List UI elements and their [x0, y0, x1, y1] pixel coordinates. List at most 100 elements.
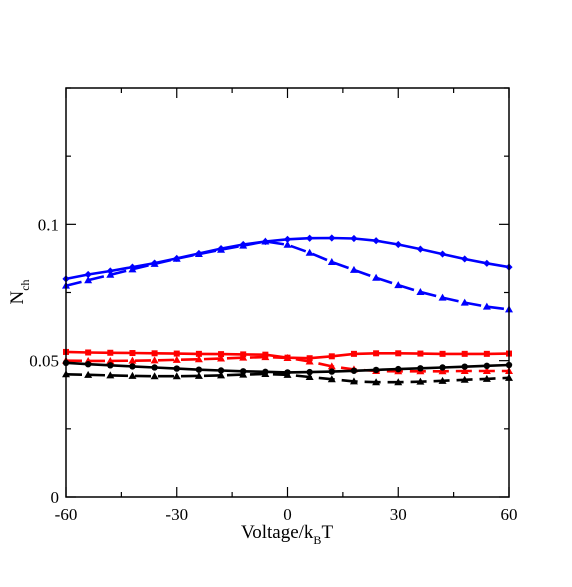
data-point [438, 250, 447, 258]
x-axis-title: Voltage/kBT [241, 522, 334, 547]
data-point [150, 356, 159, 364]
y-axis-title: Nch [7, 279, 32, 304]
data-point [150, 372, 159, 380]
data-point [106, 270, 115, 278]
data-point [350, 234, 358, 243]
data-point [328, 368, 335, 375]
data-point [106, 371, 115, 379]
data-point [84, 270, 92, 279]
x-tick-label: -60 [55, 505, 78, 524]
series-2 [62, 237, 513, 313]
data-point [372, 366, 380, 374]
series-layer [62, 234, 513, 386]
data-point [217, 367, 225, 374]
data-point [394, 378, 403, 386]
x-axis-title-tail: T [321, 522, 333, 543]
data-point [107, 349, 114, 356]
data-point [328, 234, 336, 242]
data-point [172, 372, 181, 380]
data-point [172, 355, 181, 363]
data-point [372, 273, 381, 281]
data-point [483, 362, 491, 370]
data-point [172, 254, 181, 262]
data-point [461, 363, 468, 370]
data-point [394, 240, 402, 249]
data-point [239, 370, 248, 378]
data-point [150, 259, 159, 267]
data-point [373, 350, 380, 357]
data-point [350, 367, 358, 374]
data-point [173, 350, 180, 357]
data-point [461, 255, 469, 263]
data-point [394, 281, 403, 289]
data-point [438, 376, 447, 384]
data-point [217, 354, 226, 362]
data-point [106, 356, 115, 364]
data-point [416, 287, 425, 295]
data-point [173, 365, 180, 372]
x-tick-label: 0 [283, 505, 292, 524]
axis-ticks [65, 87, 510, 498]
data-point [306, 234, 314, 242]
data-point [283, 353, 292, 361]
data-point [217, 371, 226, 379]
data-point [460, 375, 469, 383]
data-point [306, 368, 313, 376]
data-point [84, 276, 93, 284]
data-point [416, 377, 425, 385]
data-point [438, 367, 447, 375]
data-point [327, 362, 336, 370]
data-point [416, 245, 424, 253]
data-point [283, 370, 292, 378]
x-tick-label: 60 [501, 505, 518, 524]
data-point [151, 350, 158, 357]
data-point [195, 366, 203, 373]
data-point [239, 353, 248, 361]
data-point [85, 349, 92, 356]
data-point [84, 370, 93, 378]
data-point [417, 350, 424, 357]
x-tick-label: -30 [165, 505, 188, 524]
data-point [482, 302, 491, 310]
data-point [372, 378, 381, 386]
data-point [129, 363, 136, 370]
data-point [395, 350, 402, 357]
data-point [305, 248, 314, 256]
data-point [482, 374, 491, 382]
data-point [261, 370, 270, 378]
data-point [350, 350, 357, 357]
y-axis-title-sub: ch [18, 279, 32, 290]
data-point [195, 350, 202, 357]
data-point [372, 237, 380, 245]
data-point [283, 240, 292, 248]
data-point [349, 377, 358, 385]
y-tick-label: 0.1 [38, 215, 59, 234]
data-point [439, 364, 446, 371]
data-point [417, 365, 424, 372]
data-point [107, 362, 114, 369]
data-point [460, 298, 469, 306]
data-point [194, 355, 203, 363]
data-point [482, 367, 491, 375]
tick-labels: -60 -30 0 30 60 0 0.05 0.1 [29, 215, 517, 524]
data-point [261, 353, 270, 361]
x-axis-title-main: Voltage/k [241, 522, 314, 543]
series-6 [62, 370, 513, 386]
data-point [239, 241, 248, 249]
data-point [217, 245, 226, 253]
data-point [439, 350, 446, 357]
data-point [128, 371, 137, 379]
data-point [128, 265, 137, 273]
data-point [194, 371, 203, 379]
data-point [151, 364, 158, 371]
data-point [395, 365, 402, 373]
data-point [460, 367, 469, 375]
y-axis-title-main: N [7, 291, 28, 305]
data-point [129, 350, 136, 357]
plot-frame [65, 87, 510, 498]
data-point [128, 356, 137, 364]
data-point [283, 235, 292, 243]
data-point [305, 357, 314, 365]
data-point [194, 250, 203, 258]
